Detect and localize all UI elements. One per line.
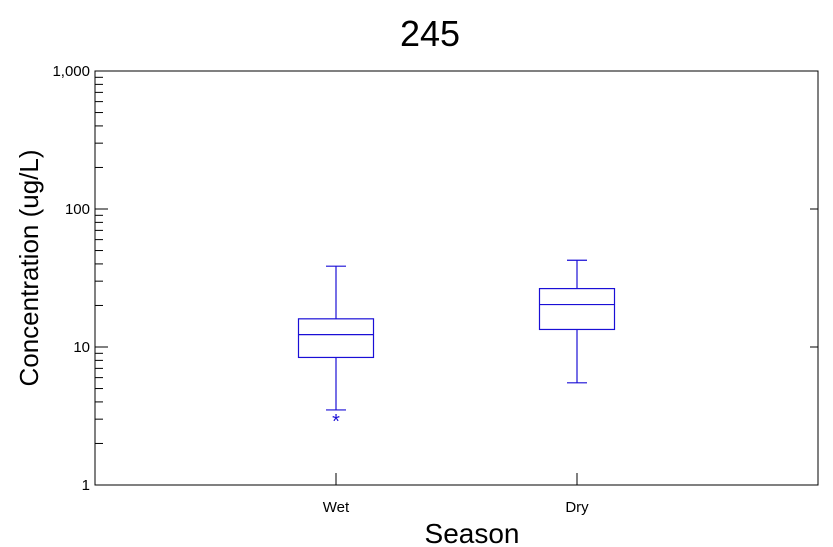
x-category-label: Dry (565, 499, 589, 516)
y-tick-label: 1,000 (52, 63, 90, 80)
y-tick-label: 100 (65, 201, 90, 218)
outlier-marker: * (332, 411, 340, 433)
plot-frame (94, 70, 819, 486)
x-axis-label: Season (425, 518, 520, 547)
chart-title: 245 (400, 13, 460, 54)
y-axis: 1 10 100 1,000 (52, 63, 818, 494)
x-category-label: Wet (323, 499, 350, 516)
y-axis-label: Concentration (ug/L) (14, 149, 44, 386)
y-tick-label: 1 (82, 477, 90, 494)
iqr-box (538, 287, 616, 331)
box-series: * (297, 259, 616, 433)
iqr-box (297, 318, 375, 359)
y-tick-label: 10 (73, 339, 90, 356)
x-axis: Wet Dry (323, 473, 589, 516)
